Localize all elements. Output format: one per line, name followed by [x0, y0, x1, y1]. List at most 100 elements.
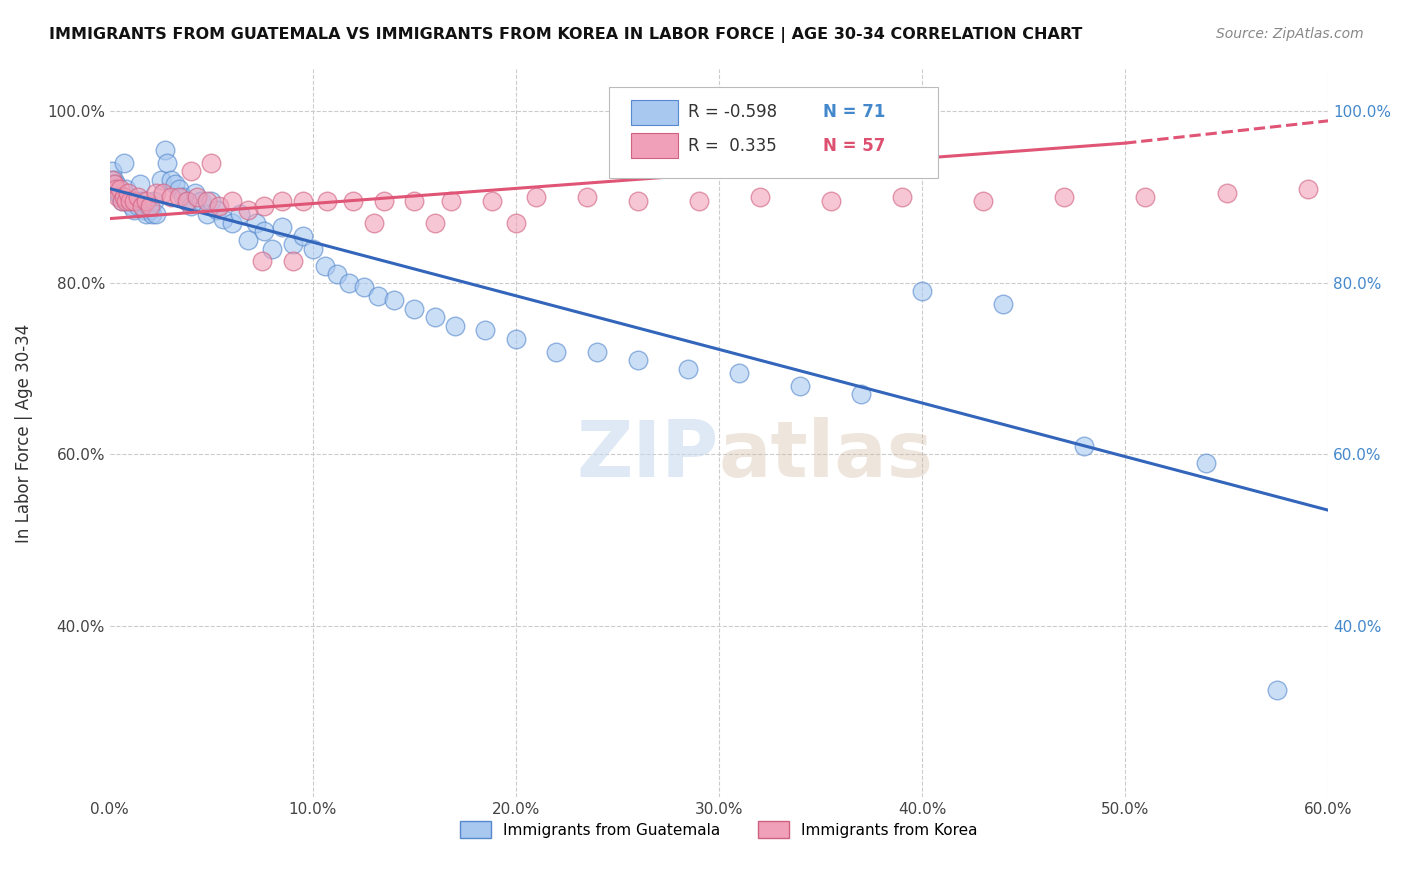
Point [253, 224, 276, 238]
Point [1195, 456, 1218, 470]
Point [281, 254, 304, 268]
Point [200, 156, 222, 170]
Point [122, 202, 145, 217]
Point [101, 164, 124, 178]
Y-axis label: In Labor Force | Age 30-34: In Labor Force | Age 30-34 [15, 324, 32, 542]
Point [221, 216, 243, 230]
Point [180, 199, 202, 213]
Point [141, 207, 163, 221]
Text: N = 57: N = 57 [823, 136, 884, 155]
Text: R = -0.598: R = -0.598 [689, 103, 778, 121]
Point [236, 202, 259, 217]
Point [117, 186, 139, 200]
Point [145, 207, 167, 221]
Point [172, 190, 194, 204]
Point [342, 194, 364, 209]
Point [195, 207, 218, 221]
Point [474, 323, 496, 337]
Point [337, 276, 360, 290]
Point [627, 194, 650, 209]
Point [236, 233, 259, 247]
Point [444, 318, 467, 333]
Point [728, 366, 751, 380]
Point [117, 194, 139, 209]
Point [586, 344, 609, 359]
Point [546, 344, 568, 359]
Text: Source: ZipAtlas.com: Source: ZipAtlas.com [1216, 27, 1364, 41]
Point [152, 186, 174, 200]
Point [108, 190, 131, 204]
Point [353, 280, 375, 294]
Point [122, 194, 145, 209]
FancyBboxPatch shape [631, 100, 678, 125]
Point [481, 194, 503, 209]
Point [212, 211, 235, 226]
Point [131, 194, 153, 209]
Point [993, 297, 1015, 311]
Point [271, 194, 294, 209]
Point [104, 178, 127, 192]
Point [1358, 181, 1381, 195]
Point [1267, 683, 1289, 698]
Point [1296, 181, 1319, 195]
Point [159, 173, 181, 187]
Point [221, 194, 243, 209]
Point [121, 199, 143, 213]
Point [281, 237, 304, 252]
Point [326, 268, 349, 282]
Point [367, 289, 389, 303]
Legend: Immigrants from Guatemala, Immigrants from Korea: Immigrants from Guatemala, Immigrants fr… [454, 814, 984, 845]
Point [575, 190, 598, 204]
Point [423, 216, 446, 230]
Point [190, 194, 212, 209]
FancyBboxPatch shape [631, 134, 678, 158]
Point [200, 194, 222, 209]
Point [1215, 186, 1237, 200]
Point [382, 293, 405, 307]
Point [789, 379, 811, 393]
Point [195, 194, 218, 209]
Point [423, 310, 446, 325]
Point [153, 143, 176, 157]
Point [404, 301, 426, 316]
Point [136, 199, 159, 213]
Point [176, 194, 198, 209]
Point [820, 194, 842, 209]
Point [120, 194, 142, 209]
Point [250, 254, 273, 268]
Point [135, 207, 157, 221]
Point [228, 207, 250, 221]
Point [208, 199, 231, 213]
Point [404, 194, 426, 209]
Text: R =  0.335: R = 0.335 [689, 136, 778, 155]
Point [440, 194, 463, 209]
Point [120, 194, 142, 209]
Point [115, 194, 138, 209]
Point [373, 194, 395, 209]
Point [849, 387, 872, 401]
Point [524, 190, 547, 204]
Point [112, 190, 135, 204]
Point [111, 194, 134, 209]
Point [139, 202, 162, 217]
Point [972, 194, 994, 209]
Point [129, 178, 152, 192]
Point [363, 216, 385, 230]
Point [115, 181, 138, 195]
Point [890, 190, 912, 204]
Text: atlas: atlas [718, 417, 934, 493]
Point [180, 164, 202, 178]
Point [149, 173, 172, 187]
Point [176, 194, 198, 209]
Point [678, 361, 700, 376]
Point [135, 194, 157, 209]
Point [688, 194, 710, 209]
Point [207, 202, 229, 217]
Point [163, 178, 186, 192]
Point [184, 186, 207, 200]
Point [291, 194, 314, 209]
Point [314, 259, 336, 273]
Point [125, 194, 148, 209]
Point [134, 202, 156, 217]
Point [301, 242, 323, 256]
